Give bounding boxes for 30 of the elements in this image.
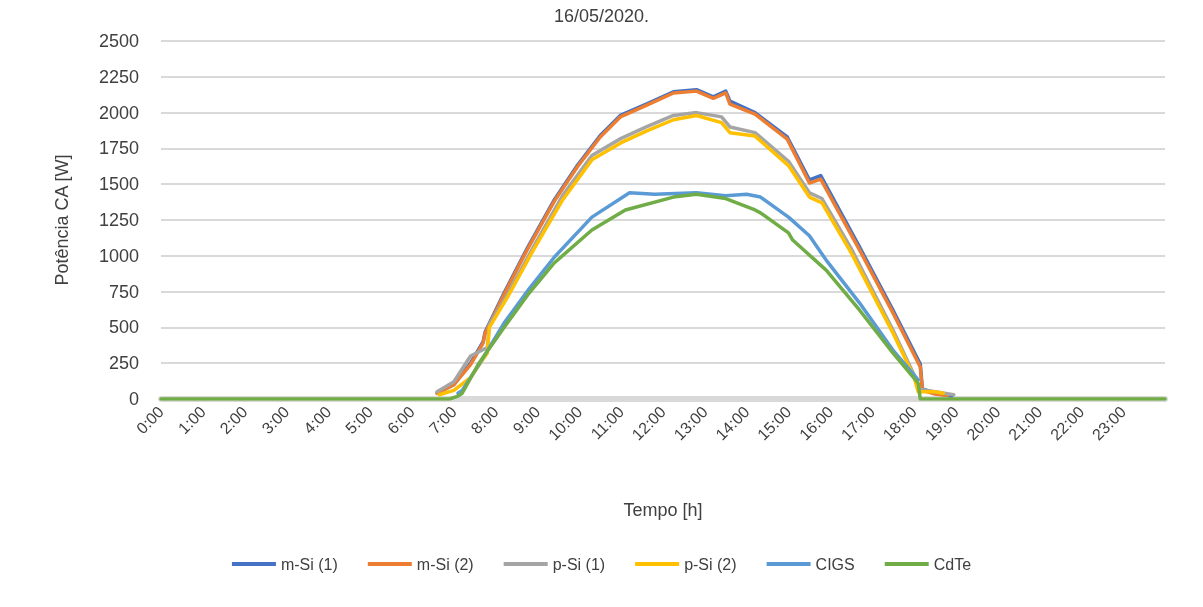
y-axis-title: Potência CA [W] <box>52 154 72 286</box>
y-tick-label: 1500 <box>98 174 139 195</box>
y-tick-label: 2250 <box>98 66 139 87</box>
x-tick-label: 7:00 <box>425 402 460 438</box>
y-tick-label: 0 <box>128 389 139 409</box>
chart-title: 16/05/2020. <box>553 6 650 26</box>
x-tick-label: 8:00 <box>467 402 502 438</box>
y-tick-label: 750 <box>108 281 139 302</box>
x-tick-label: 6:00 <box>383 402 419 438</box>
x-tick-label: 2:00 <box>216 402 251 438</box>
x-tick-label: 3:00 <box>258 402 293 438</box>
y-tick-label: 1250 <box>98 210 139 230</box>
line-series <box>159 192 1167 401</box>
x-axis-title: Tempo [h] <box>623 500 703 520</box>
y-tick-label: 2000 <box>98 102 139 123</box>
legend-label: p-Si (1) <box>552 555 606 573</box>
x-tick-label: 5:00 <box>342 402 377 438</box>
legend-label: CIGS <box>815 555 855 573</box>
legend-label: m-Si (1) <box>280 555 338 573</box>
x-tick-label: 1:00 <box>174 402 209 438</box>
y-tick-label: 2500 <box>98 31 139 51</box>
y-tick-label: 500 <box>108 317 139 338</box>
x-tick-label: 9:00 <box>509 402 544 438</box>
legend-label: p-Si (2) <box>684 555 737 573</box>
y-tick-label: 250 <box>108 353 139 374</box>
legend-label: CdTe <box>933 555 972 573</box>
legend-label: m-Si (2) <box>416 555 474 573</box>
y-tick-label: 1000 <box>98 245 139 266</box>
x-tick-label: 4:00 <box>300 402 335 438</box>
y-tick-label: 1750 <box>98 138 139 159</box>
